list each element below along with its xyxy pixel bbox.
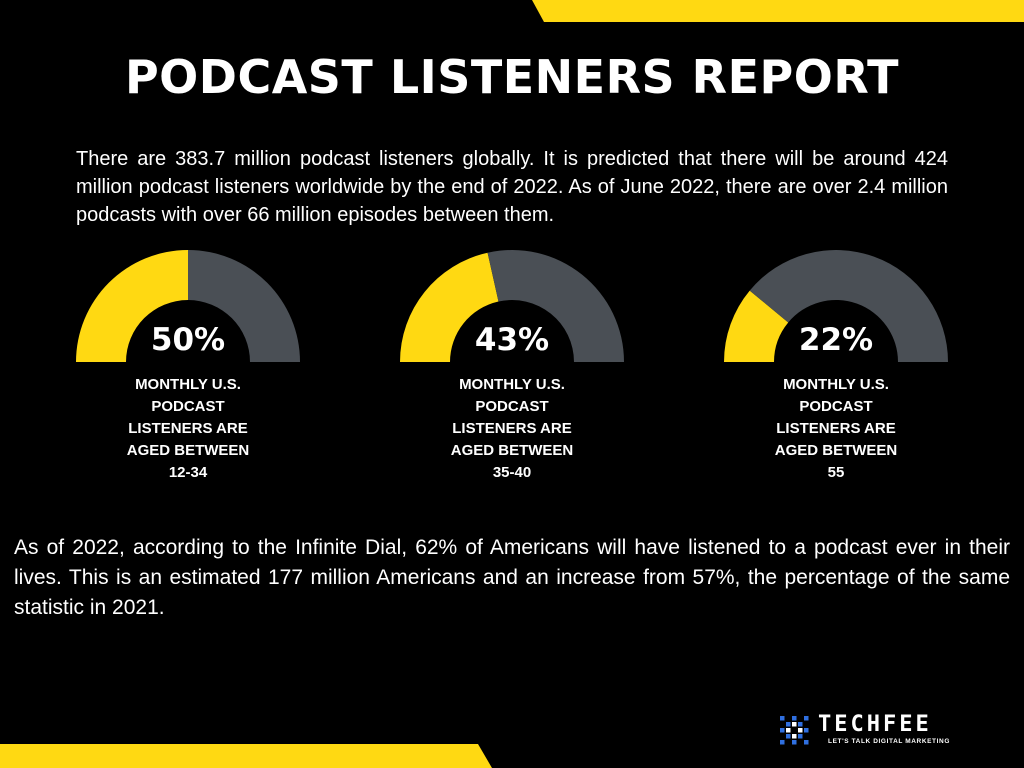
gauge-1: 50% MONTHLY U.S. PODCAST LISTENERS ARE AGED … [76, 250, 300, 490]
techfee-logo: TECHFEE LET'S TALK DIGITAL MARKETING [778, 712, 988, 748]
bottom-accent-bar [0, 744, 492, 768]
intro-paragraph: There are 383.7 million podcast listener… [76, 148, 948, 226]
gauge-description: MONTHLY U.S. PODCAST LISTENERS ARE AGED BET… [400, 374, 624, 484]
gauge-2: 43% MONTHLY U.S. PODCAST LISTENERS ARE AGED … [400, 250, 624, 490]
logo-name: TECHFEE [818, 712, 932, 737]
gauge-description-line: 35-40 [492, 464, 532, 481]
gauge-value-label: 43% [474, 322, 550, 358]
gauge-description: MONTHLY U.S. PODCAST LISTENERS ARE AGED BET… [76, 374, 300, 484]
gauge-description-line: LISTENERS ARE [452, 420, 572, 437]
gauge-description-line: 55 [827, 464, 845, 481]
gauge-description-line: PODCAST [475, 398, 549, 415]
gauge-description-line: MONTHLY U.S. [783, 376, 889, 393]
gauge-description-line: PODCAST [151, 398, 225, 415]
gauge-description-line: LISTENERS ARE [776, 420, 896, 437]
gauge-description-line: LISTENERS ARE [128, 420, 248, 437]
pixel-grid-logo-icon [780, 716, 809, 745]
top-accent-bar [532, 0, 1024, 22]
gauge-description: MONTHLY U.S. PODCAST LISTENERS ARE AGED BET… [724, 374, 948, 484]
gauge-description-line: MONTHLY U.S. [135, 376, 241, 393]
gauge-description-line: PODCAST [799, 398, 873, 415]
logo-tagline: LET'S TALK DIGITAL MARKETING [828, 738, 950, 745]
gauge-description-line: MONTHLY U.S. [459, 376, 565, 393]
gauge-value-label: 50% [150, 322, 226, 358]
gauge-description-line: AGED BETWEEN [126, 442, 250, 459]
gauge-remainder-segment [487, 250, 624, 362]
gauge-description-line: 12-34 [168, 464, 208, 481]
gauge-remainder-segment [188, 250, 300, 362]
gauge-value-label: 22% [798, 322, 874, 358]
gauge-3: 22% MONTHLY U.S. PODCAST LISTENERS ARE AGED … [724, 250, 948, 490]
gauge-arc [400, 250, 624, 362]
gauge-arc [76, 250, 300, 362]
gauge-description-line: AGED BETWEEN [450, 442, 574, 459]
gauge-value-segment [76, 250, 188, 362]
gauge-arc [724, 250, 948, 362]
gauge-description-line: AGED BETWEEN [774, 442, 898, 459]
outro-paragraph: As of 2022, according to the Infinite Di… [14, 536, 1010, 619]
page-title: PODCAST LISTENERS REPORT [124, 50, 900, 104]
gauge-value-segment [724, 290, 789, 362]
gauge-value-segment [400, 252, 499, 362]
gauge-remainder-segment [749, 250, 948, 362]
